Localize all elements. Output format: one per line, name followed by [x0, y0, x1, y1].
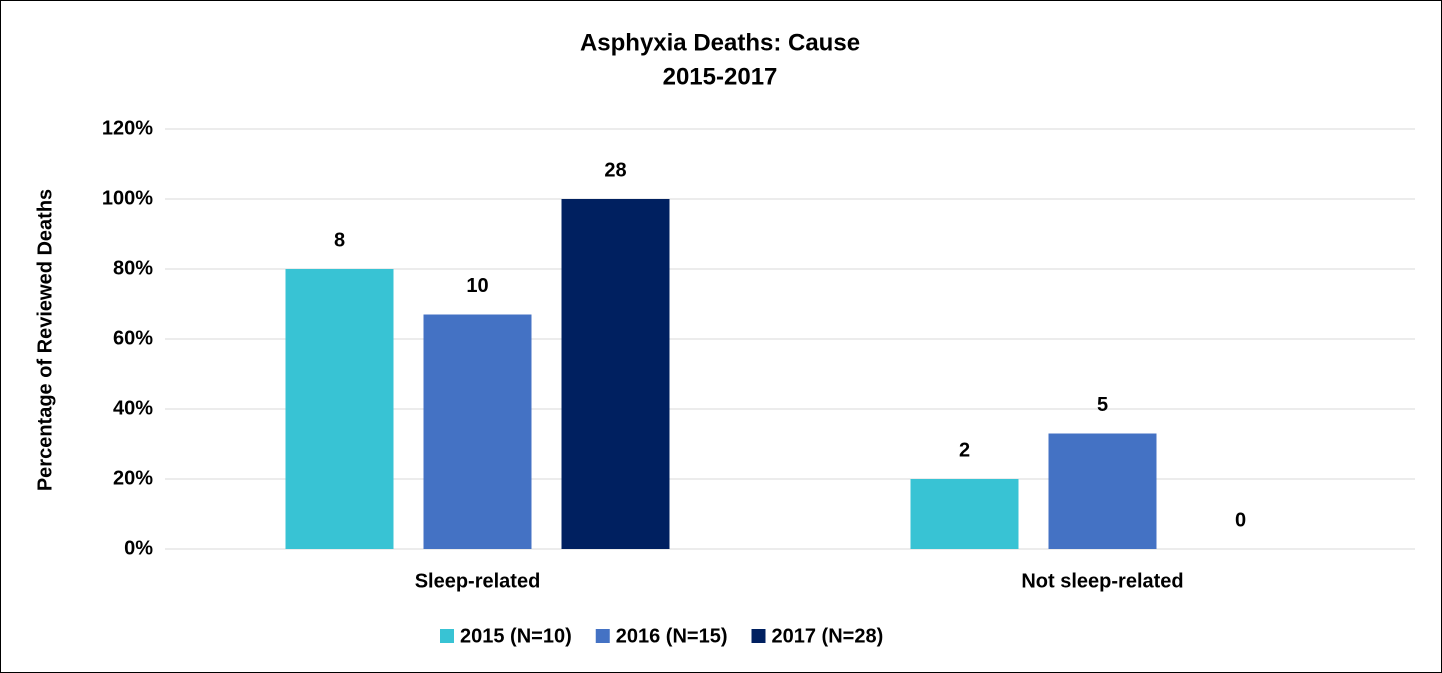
bar — [423, 314, 532, 549]
data-label: 28 — [604, 159, 626, 181]
legend-swatch — [751, 629, 766, 643]
y-tick-label: 0% — [124, 537, 153, 559]
x-tick-label: Not sleep-related — [1021, 570, 1183, 592]
y-tick-label: 60% — [113, 327, 153, 349]
chart-subtitle: 2015-2017 — [663, 63, 778, 90]
bar — [1048, 433, 1157, 549]
data-label: 2 — [959, 439, 970, 461]
data-label: 10 — [466, 275, 488, 297]
y-tick-label: 40% — [113, 397, 153, 419]
y-tick-label: 80% — [113, 257, 153, 279]
legend-label: 2016 (N=15) — [616, 625, 728, 647]
y-tick-label: 20% — [113, 467, 153, 489]
y-tick-label: 100% — [102, 187, 153, 209]
legend-swatch — [595, 629, 610, 643]
data-label: 8 — [334, 229, 345, 251]
legend-label: 2017 (N=28) — [772, 625, 884, 647]
data-label: 0 — [1235, 509, 1246, 531]
y-tick-label: 120% — [102, 117, 153, 139]
bar — [561, 199, 670, 549]
y-axis-label: Percentage of Reviewed Deaths — [34, 189, 56, 491]
data-label: 5 — [1097, 394, 1108, 416]
bar — [910, 479, 1019, 549]
x-tick-label: Sleep-related — [415, 570, 541, 592]
legend-swatch — [440, 629, 454, 643]
chart-title: Asphyxia Deaths: Cause — [580, 29, 860, 56]
bar — [285, 269, 394, 549]
legend-label: 2015 (N=10) — [460, 625, 572, 647]
